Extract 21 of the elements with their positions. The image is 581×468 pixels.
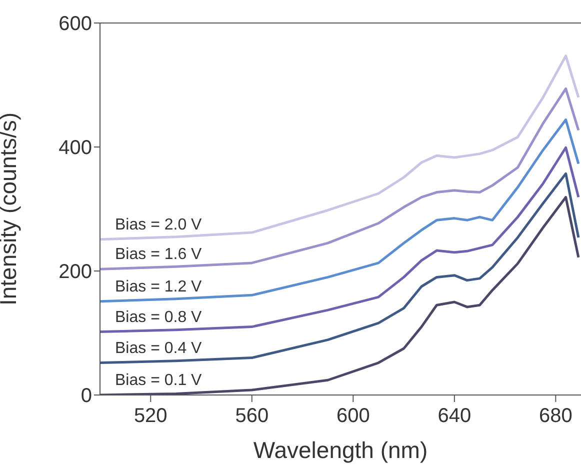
series-label: Bias = 0.4 V <box>115 340 202 357</box>
series-label: Bias = 1.2 V <box>115 278 202 296</box>
y-tick-label: 600 <box>58 13 92 36</box>
line-series <box>100 146 580 334</box>
y-tick-label: 200 <box>58 261 92 284</box>
x-tick-label: 680 <box>538 405 572 428</box>
x-tick-label: 560 <box>235 405 269 428</box>
y-tick-label: 400 <box>58 137 92 160</box>
x-tick-label: 520 <box>134 405 168 428</box>
series-label: Bias = 0.1 V <box>115 372 202 389</box>
x-axis-title: Wavelength (nm) <box>253 437 428 463</box>
series-label: Bias = 0.8 V <box>115 308 202 326</box>
y-tick-label: 0 <box>80 385 92 408</box>
series-label: Bias = 2.0 V <box>115 216 202 234</box>
line-series <box>100 118 580 303</box>
line-series <box>100 87 580 270</box>
x-tick-label: 640 <box>438 405 472 428</box>
line-series <box>100 172 580 364</box>
series-label: Bias = 1.6 V <box>115 246 202 264</box>
line-series <box>100 54 580 241</box>
x-tick-label: 600 <box>336 405 370 428</box>
